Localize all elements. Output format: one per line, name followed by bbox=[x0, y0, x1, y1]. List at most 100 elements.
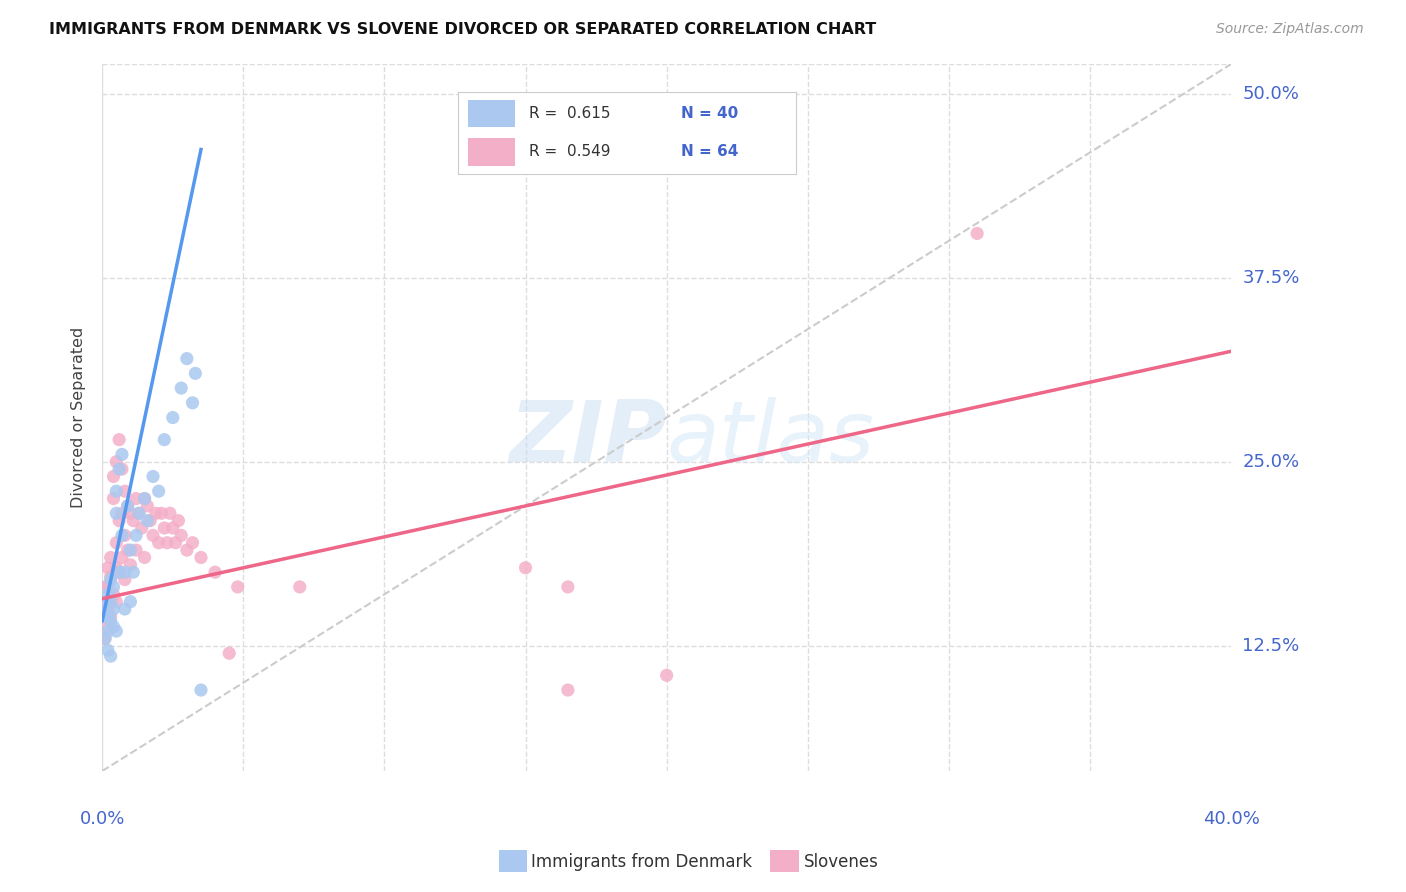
Point bbox=[105, 561, 128, 575]
Point bbox=[117, 499, 139, 513]
Text: 50.0%: 50.0% bbox=[1243, 85, 1299, 103]
Point bbox=[162, 521, 184, 535]
Point bbox=[97, 620, 120, 634]
Point bbox=[114, 565, 136, 579]
Point bbox=[655, 668, 678, 682]
Text: Source: ZipAtlas.com: Source: ZipAtlas.com bbox=[1216, 22, 1364, 37]
Point bbox=[131, 521, 153, 535]
Point bbox=[167, 514, 190, 528]
Point bbox=[97, 609, 120, 624]
Point bbox=[128, 506, 150, 520]
Point bbox=[156, 535, 179, 549]
Point bbox=[103, 491, 125, 506]
Text: 25.0%: 25.0% bbox=[1243, 453, 1299, 471]
Point bbox=[136, 514, 159, 528]
Point bbox=[190, 683, 212, 698]
Point bbox=[122, 514, 145, 528]
Point bbox=[125, 528, 148, 542]
Point bbox=[103, 580, 125, 594]
Point bbox=[134, 491, 156, 506]
Point bbox=[105, 484, 128, 499]
Point bbox=[100, 569, 122, 583]
Point bbox=[114, 602, 136, 616]
Point bbox=[142, 469, 165, 483]
Point bbox=[125, 543, 148, 558]
Point bbox=[153, 433, 176, 447]
Point bbox=[108, 433, 131, 447]
Point bbox=[139, 514, 162, 528]
Point bbox=[105, 624, 128, 639]
Point bbox=[94, 632, 117, 646]
Point bbox=[108, 565, 131, 579]
Point bbox=[100, 573, 122, 587]
Point bbox=[111, 528, 134, 542]
Point bbox=[97, 580, 120, 594]
Point bbox=[145, 506, 167, 520]
Point bbox=[105, 455, 128, 469]
Point bbox=[515, 561, 537, 575]
Text: 0.0%: 0.0% bbox=[80, 810, 125, 828]
Point bbox=[125, 491, 148, 506]
Point bbox=[184, 367, 207, 381]
Point bbox=[94, 595, 117, 609]
Text: Immigrants from Denmark: Immigrants from Denmark bbox=[531, 853, 752, 871]
Text: Slovenes: Slovenes bbox=[804, 853, 879, 871]
Point bbox=[111, 462, 134, 476]
Point bbox=[181, 535, 204, 549]
Point bbox=[117, 543, 139, 558]
Point bbox=[153, 521, 176, 535]
Point bbox=[190, 550, 212, 565]
Point bbox=[100, 591, 122, 605]
Point bbox=[162, 410, 184, 425]
Point bbox=[176, 351, 198, 366]
Point bbox=[97, 602, 120, 616]
Point bbox=[94, 580, 117, 594]
Point bbox=[120, 543, 142, 558]
Point bbox=[111, 447, 134, 461]
Point bbox=[108, 462, 131, 476]
Point bbox=[105, 506, 128, 520]
Point bbox=[108, 565, 131, 579]
Point bbox=[142, 528, 165, 542]
Point bbox=[94, 605, 117, 619]
Point bbox=[100, 550, 122, 565]
Point bbox=[111, 550, 134, 565]
Point bbox=[176, 543, 198, 558]
Point bbox=[170, 528, 193, 542]
Point bbox=[111, 506, 134, 520]
Point bbox=[103, 587, 125, 601]
Point bbox=[148, 535, 170, 549]
Point bbox=[159, 506, 181, 520]
Point bbox=[170, 381, 193, 395]
Point bbox=[120, 558, 142, 572]
Point bbox=[134, 491, 156, 506]
Point bbox=[105, 595, 128, 609]
Point bbox=[134, 550, 156, 565]
Point bbox=[108, 514, 131, 528]
Point bbox=[150, 506, 173, 520]
Point bbox=[100, 649, 122, 664]
Text: 37.5%: 37.5% bbox=[1243, 268, 1299, 286]
Point bbox=[204, 565, 226, 579]
Text: ZIP: ZIP bbox=[509, 397, 666, 480]
Point bbox=[136, 499, 159, 513]
Point bbox=[181, 396, 204, 410]
Point bbox=[226, 580, 249, 594]
Point bbox=[97, 587, 120, 601]
Y-axis label: Divorced or Separated: Divorced or Separated bbox=[72, 327, 86, 508]
Point bbox=[97, 624, 120, 639]
Point bbox=[114, 528, 136, 542]
Point bbox=[557, 683, 579, 698]
Point bbox=[103, 602, 125, 616]
Point bbox=[120, 595, 142, 609]
Point bbox=[97, 643, 120, 657]
Point bbox=[94, 595, 117, 609]
Point bbox=[117, 499, 139, 513]
Point bbox=[94, 632, 117, 646]
Text: 40.0%: 40.0% bbox=[1202, 810, 1260, 828]
Text: IMMIGRANTS FROM DENMARK VS SLOVENE DIVORCED OR SEPARATED CORRELATION CHART: IMMIGRANTS FROM DENMARK VS SLOVENE DIVOR… bbox=[49, 22, 876, 37]
Point bbox=[128, 506, 150, 520]
Point bbox=[97, 561, 120, 575]
Point bbox=[100, 609, 122, 624]
Point bbox=[94, 609, 117, 624]
